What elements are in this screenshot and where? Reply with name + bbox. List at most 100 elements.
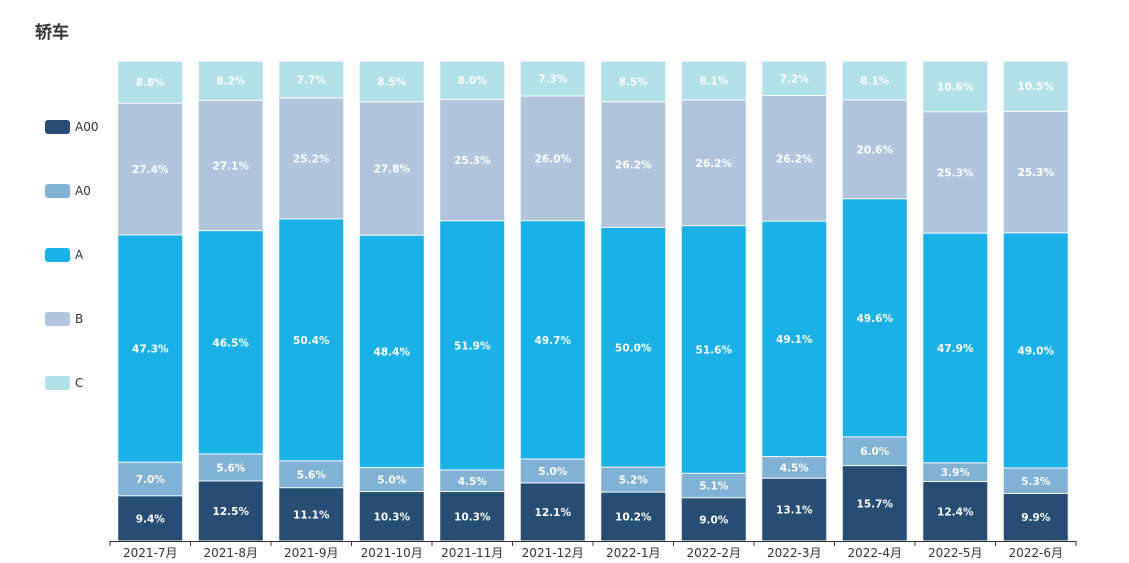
bar-segment-c-3[interactable] bbox=[359, 61, 424, 102]
data-label-b-7: 26.2% bbox=[696, 158, 733, 170]
bar-segment-a-1[interactable] bbox=[198, 231, 263, 454]
bar-segment-c-6[interactable] bbox=[601, 61, 666, 102]
bar-segment-a-11[interactable] bbox=[1003, 233, 1068, 468]
bar-segment-c-5[interactable] bbox=[520, 61, 585, 96]
x-tick-label-6: 2022-1月 bbox=[606, 546, 661, 560]
bar-segment-a00-10[interactable] bbox=[923, 482, 988, 541]
bar-segment-b-7[interactable] bbox=[681, 100, 746, 226]
bar-segment-a-7[interactable] bbox=[681, 226, 746, 473]
data-label-a0-3: 5.0% bbox=[377, 475, 407, 487]
legend-label-a0: A0 bbox=[75, 184, 91, 198]
legend-item-a0[interactable]: A0 bbox=[45, 184, 91, 198]
bar-segment-a-9[interactable] bbox=[842, 199, 907, 437]
data-label-a-10: 47.9% bbox=[937, 343, 974, 355]
bar-segment-a-5[interactable] bbox=[520, 221, 585, 459]
data-label-a00-6: 10.2% bbox=[615, 512, 652, 524]
bar-segment-c-9[interactable] bbox=[842, 61, 907, 100]
bar-segment-a0-0[interactable] bbox=[118, 462, 183, 496]
bar-segment-a00-3[interactable] bbox=[359, 492, 424, 541]
legend-label-c: C bbox=[75, 376, 84, 390]
bar-segment-b-4[interactable] bbox=[440, 99, 505, 221]
bar-segment-c-7[interactable] bbox=[681, 61, 746, 100]
bar-segment-c-0[interactable] bbox=[118, 61, 183, 103]
data-label-b-10: 25.3% bbox=[937, 167, 974, 179]
bar-segment-c-1[interactable] bbox=[198, 61, 263, 100]
bar-segment-a00-4[interactable] bbox=[440, 492, 505, 541]
data-label-b-11: 25.3% bbox=[1018, 167, 1055, 179]
bar-segment-a-8[interactable] bbox=[762, 221, 827, 457]
bar-segment-a-3[interactable] bbox=[359, 235, 424, 468]
bar-segment-a0-9[interactable] bbox=[842, 437, 907, 466]
bar-segment-a0-11[interactable] bbox=[1003, 468, 1068, 493]
bar-segment-a0-3[interactable] bbox=[359, 468, 424, 492]
bar-segment-a0-2[interactable] bbox=[279, 461, 344, 488]
data-label-a00-10: 12.4% bbox=[937, 506, 974, 518]
x-tick-label-9: 2022-4月 bbox=[847, 546, 902, 560]
bar-segment-c-4[interactable] bbox=[440, 61, 505, 99]
bar-segment-b-10[interactable] bbox=[923, 112, 988, 233]
data-label-a0-5: 5.0% bbox=[538, 466, 568, 478]
bar-segment-a00-2[interactable] bbox=[279, 488, 344, 541]
bar-segment-a0-6[interactable] bbox=[601, 467, 666, 492]
bar-segment-a00-1[interactable] bbox=[198, 481, 263, 541]
data-label-a-2: 50.4% bbox=[293, 335, 330, 347]
data-label-c-11: 10.5% bbox=[1018, 81, 1055, 93]
data-label-a-5: 49.7% bbox=[535, 335, 572, 347]
bar-segment-c-8[interactable] bbox=[762, 61, 827, 96]
x-tick-label-2: 2021-9月 bbox=[284, 546, 339, 560]
x-tick-label-4: 2021-11月 bbox=[441, 546, 503, 560]
bar-segment-a0-4[interactable] bbox=[440, 470, 505, 492]
data-label-c-4: 8.0% bbox=[458, 75, 488, 87]
data-label-b-0: 27.4% bbox=[132, 164, 169, 176]
bar-segment-a-10[interactable] bbox=[923, 233, 988, 463]
x-tick-label-1: 2021-8月 bbox=[203, 546, 258, 560]
bar-segment-a0-10[interactable] bbox=[923, 463, 988, 482]
data-label-a0-9: 6.0% bbox=[860, 446, 890, 458]
data-label-c-6: 8.5% bbox=[619, 76, 649, 88]
bar-segment-b-8[interactable] bbox=[762, 96, 827, 221]
bar-segment-a0-7[interactable] bbox=[681, 473, 746, 498]
legend-item-b[interactable]: B bbox=[45, 312, 83, 326]
data-label-a-1: 46.5% bbox=[213, 337, 250, 349]
bar-segment-a00-5[interactable] bbox=[520, 483, 585, 541]
bar-segment-a0-5[interactable] bbox=[520, 459, 585, 483]
bar-segment-b-6[interactable] bbox=[601, 102, 666, 227]
bar-segment-a0-8[interactable] bbox=[762, 457, 827, 478]
data-label-a00-0: 9.4% bbox=[136, 513, 166, 525]
bar-segment-a0-1[interactable] bbox=[198, 454, 263, 481]
data-label-a0-1: 5.6% bbox=[216, 462, 246, 474]
legend-item-a00[interactable]: A00 bbox=[45, 120, 98, 134]
bar-segment-a00-9[interactable] bbox=[842, 466, 907, 541]
bar-segment-a00-6[interactable] bbox=[601, 492, 666, 541]
bar-segment-b-0[interactable] bbox=[118, 103, 183, 235]
bar-segment-b-1[interactable] bbox=[198, 100, 263, 231]
data-label-c-1: 8.2% bbox=[216, 76, 246, 88]
bar-segment-c-10[interactable] bbox=[923, 61, 988, 112]
data-label-a-6: 50.0% bbox=[615, 342, 652, 354]
bar-segment-a-6[interactable] bbox=[601, 227, 666, 467]
legend-swatch-a bbox=[45, 248, 70, 262]
legend-label-a00: A00 bbox=[75, 120, 99, 134]
data-label-c-0: 8.8% bbox=[136, 77, 166, 89]
legend-item-a[interactable]: A bbox=[45, 248, 83, 262]
bar-segment-b-5[interactable] bbox=[520, 96, 585, 221]
data-label-b-4: 25.3% bbox=[454, 155, 491, 167]
bar-segment-a-2[interactable] bbox=[279, 219, 344, 461]
bar-segment-a-4[interactable] bbox=[440, 221, 505, 470]
bar-segment-b-3[interactable] bbox=[359, 102, 424, 235]
bar-segment-a00-0[interactable] bbox=[118, 496, 183, 541]
bar-segment-a-0[interactable] bbox=[118, 235, 183, 462]
bar-segment-b-11[interactable] bbox=[1003, 111, 1068, 233]
data-label-c-9: 8.1% bbox=[860, 75, 890, 87]
data-label-a0-7: 5.1% bbox=[699, 481, 729, 493]
data-label-a00-9: 15.7% bbox=[857, 498, 894, 510]
bar-segment-a00-11[interactable] bbox=[1003, 493, 1068, 541]
bar-segment-a00-8[interactable] bbox=[762, 478, 827, 541]
bar-segment-b-2[interactable] bbox=[279, 98, 344, 219]
bar-segment-c-11[interactable] bbox=[1003, 61, 1068, 111]
x-tick-label-11: 2022-6月 bbox=[1008, 546, 1063, 560]
bar-segment-b-9[interactable] bbox=[842, 100, 907, 199]
bar-segment-a00-7[interactable] bbox=[681, 498, 746, 541]
bar-segment-c-2[interactable] bbox=[279, 61, 344, 98]
legend-item-c[interactable]: C bbox=[45, 376, 83, 390]
